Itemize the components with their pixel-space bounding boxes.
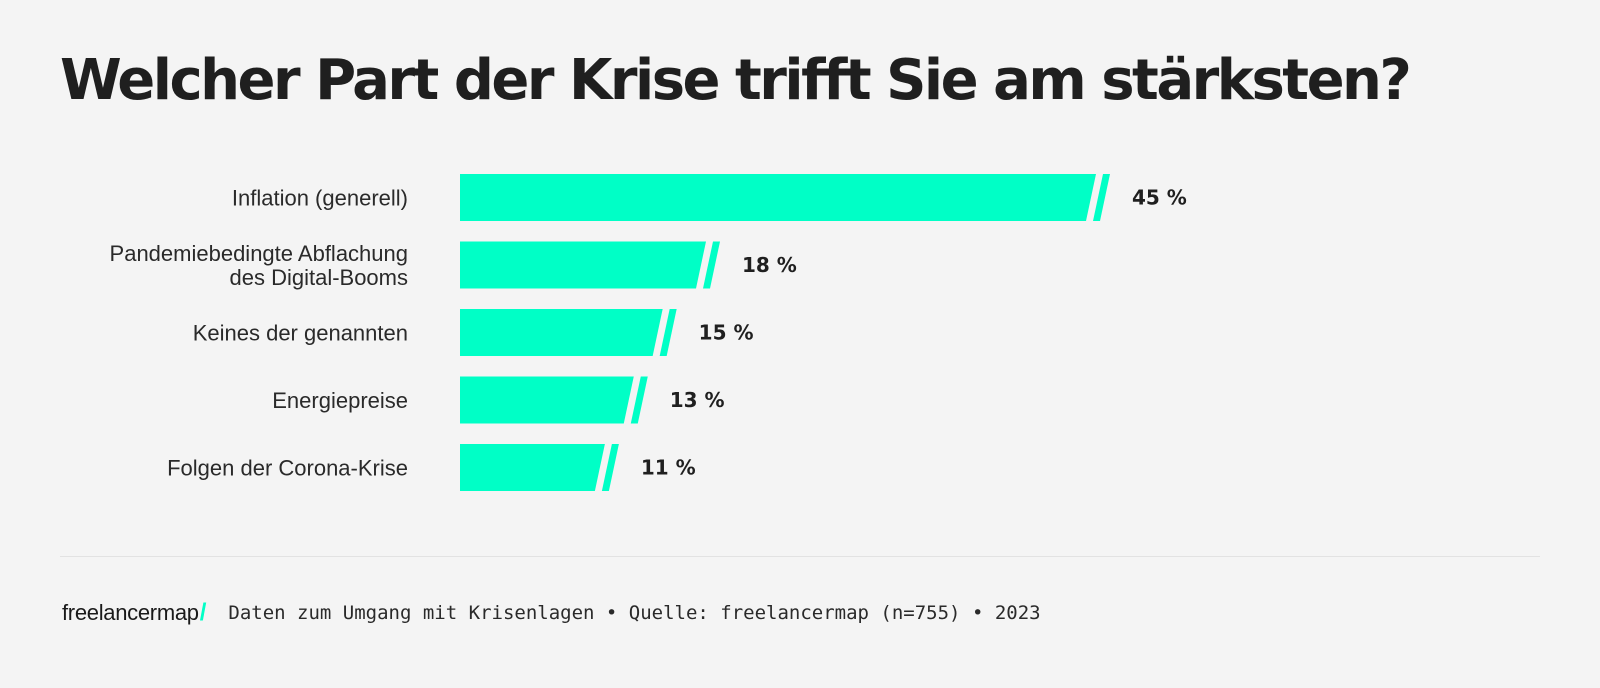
bar-slash-0: [1093, 174, 1110, 221]
value-label-4: 11 %: [641, 456, 696, 480]
category-label-2: Keines der genannten: [193, 321, 408, 346]
brand-slash: /: [199, 599, 207, 626]
bar-chart: 45 % Inflation (generell) 18 % Pandemiebedi…: [110, 174, 1187, 491]
category-label-1: Pandemiebedingte Abflachung des Digital-B…: [110, 241, 408, 290]
bar-3: [460, 376, 634, 424]
value-label-1: 18 %: [742, 253, 797, 277]
bar-slash-2: [659, 309, 677, 356]
category-label-line: des Digital-Booms: [229, 265, 408, 290]
source-note: Daten zum Umgang mit Krisenlagen • Quell…: [228, 602, 1041, 624]
bar-slash-3: [630, 376, 648, 424]
category-label-line: Keines der genannten: [193, 321, 408, 346]
category-label-4: Folgen der Corona-Krise: [167, 456, 408, 481]
brand-logo: freelancermap: [62, 600, 199, 625]
category-label-3: Energiepreise: [272, 388, 408, 413]
bar-0: [460, 174, 1096, 221]
value-label-0: 45 %: [1132, 186, 1187, 210]
category-label-line: Folgen der Corona-Krise: [167, 456, 408, 481]
value-label-2: 15 %: [699, 321, 754, 345]
chart-title: Welcher Part der Krise trifft Sie am stä…: [60, 48, 1412, 113]
footer: freelancermap / Daten zum Umgang mit Kris…: [62, 599, 1041, 627]
category-label-line: Inflation (generell): [232, 186, 408, 211]
bar-1: [460, 241, 706, 289]
value-label-3: 13 %: [670, 388, 725, 412]
bar-2: [460, 309, 663, 356]
divider: [60, 556, 1540, 557]
category-label-line: Energiepreise: [272, 388, 408, 413]
category-label-line: Pandemiebedingte Abflachung: [110, 241, 408, 266]
bar-slash-1: [703, 241, 720, 289]
category-label-0: Inflation (generell): [232, 186, 408, 211]
bar-slash-4: [601, 444, 619, 491]
bar-4: [460, 444, 605, 491]
